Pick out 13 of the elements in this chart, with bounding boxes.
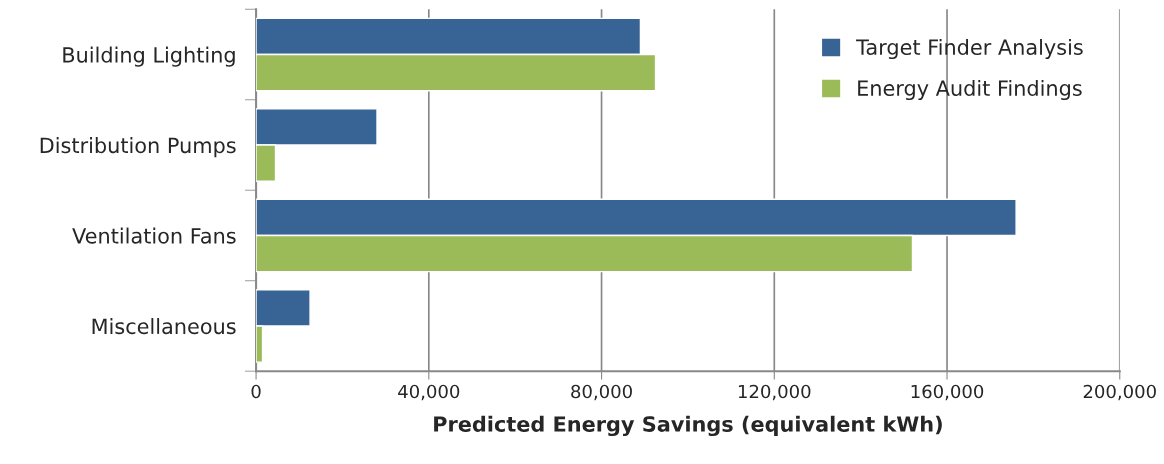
y-tick-label: Building Lighting — [63, 46, 235, 67]
x-tick-label: 40,000 — [398, 384, 460, 401]
legend-label: Energy Audit Findings — [858, 79, 1082, 101]
x-tick-label: 80,000 — [571, 384, 632, 401]
x-tick-label: 120,000 — [738, 384, 811, 401]
x-tick-label: 160,000 — [911, 384, 984, 401]
y-tick-label: Ventilation Fans — [72, 227, 236, 244]
x-axis-title: Predicted Energy Savings (equivalent kWh) — [434, 415, 942, 437]
y-tick-label: Distribution Pumps — [40, 137, 236, 158]
legend-label: Target Finder Analysis — [856, 38, 1083, 60]
x-tick-label: 200,000 — [1083, 384, 1156, 401]
x-tick-label: 0 — [251, 384, 261, 399]
y-tick-label: Miscellaneous — [92, 318, 236, 335]
